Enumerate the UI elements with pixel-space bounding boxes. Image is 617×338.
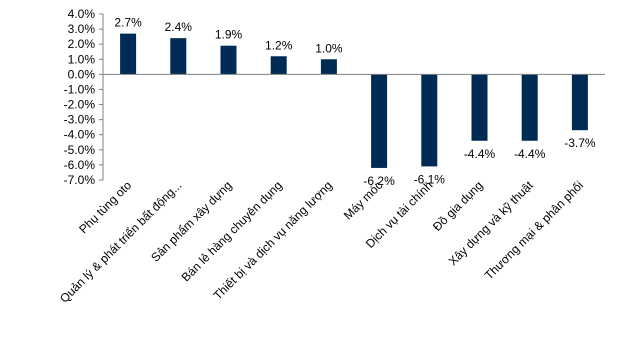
y-tick-label: 4.0% xyxy=(68,7,96,21)
y-tick-label: -3.0% xyxy=(64,113,96,127)
y-tick-label: -6.0% xyxy=(64,158,96,172)
data-label: -3.7% xyxy=(564,136,596,150)
y-tick-label: 2.0% xyxy=(68,37,96,51)
data-label: -4.4% xyxy=(514,147,546,161)
data-label: 1.9% xyxy=(215,28,243,42)
bar xyxy=(170,38,186,74)
y-tick-label: -4.0% xyxy=(64,128,96,142)
y-tick-label: 1.0% xyxy=(68,52,96,66)
data-label: 2.7% xyxy=(114,16,142,30)
y-tick-label: -1.0% xyxy=(64,82,96,96)
bar xyxy=(472,74,488,140)
bar xyxy=(572,74,588,130)
bar xyxy=(271,56,287,74)
category-label: Bán lẻ hàng chuyên dụng xyxy=(179,178,285,284)
data-label: -4.4% xyxy=(464,147,496,161)
y-tick-label: 3.0% xyxy=(68,22,96,36)
y-tick-label: -7.0% xyxy=(64,173,96,187)
bar xyxy=(120,34,136,75)
category-label: Xây dựng và kỹ thuật xyxy=(446,178,537,269)
data-label: 1.0% xyxy=(315,41,343,55)
bar xyxy=(371,74,387,168)
y-tick-label: 0.0% xyxy=(68,67,96,81)
bar xyxy=(221,46,237,75)
bar xyxy=(421,74,437,166)
y-tick-labels: 4.0%3.0%2.0%1.0%0.0%-1.0% -2.0%-3.0%-4.0%… xyxy=(64,7,96,187)
bar xyxy=(522,74,538,140)
data-label: 1.2% xyxy=(265,38,293,52)
bar xyxy=(321,59,337,74)
y-tick-label: -2.0% xyxy=(64,98,96,112)
category-label: Thương mại & phân phối xyxy=(482,178,586,282)
data-label: 2.4% xyxy=(165,20,193,34)
y-tick-label: -5.0% xyxy=(64,143,96,157)
